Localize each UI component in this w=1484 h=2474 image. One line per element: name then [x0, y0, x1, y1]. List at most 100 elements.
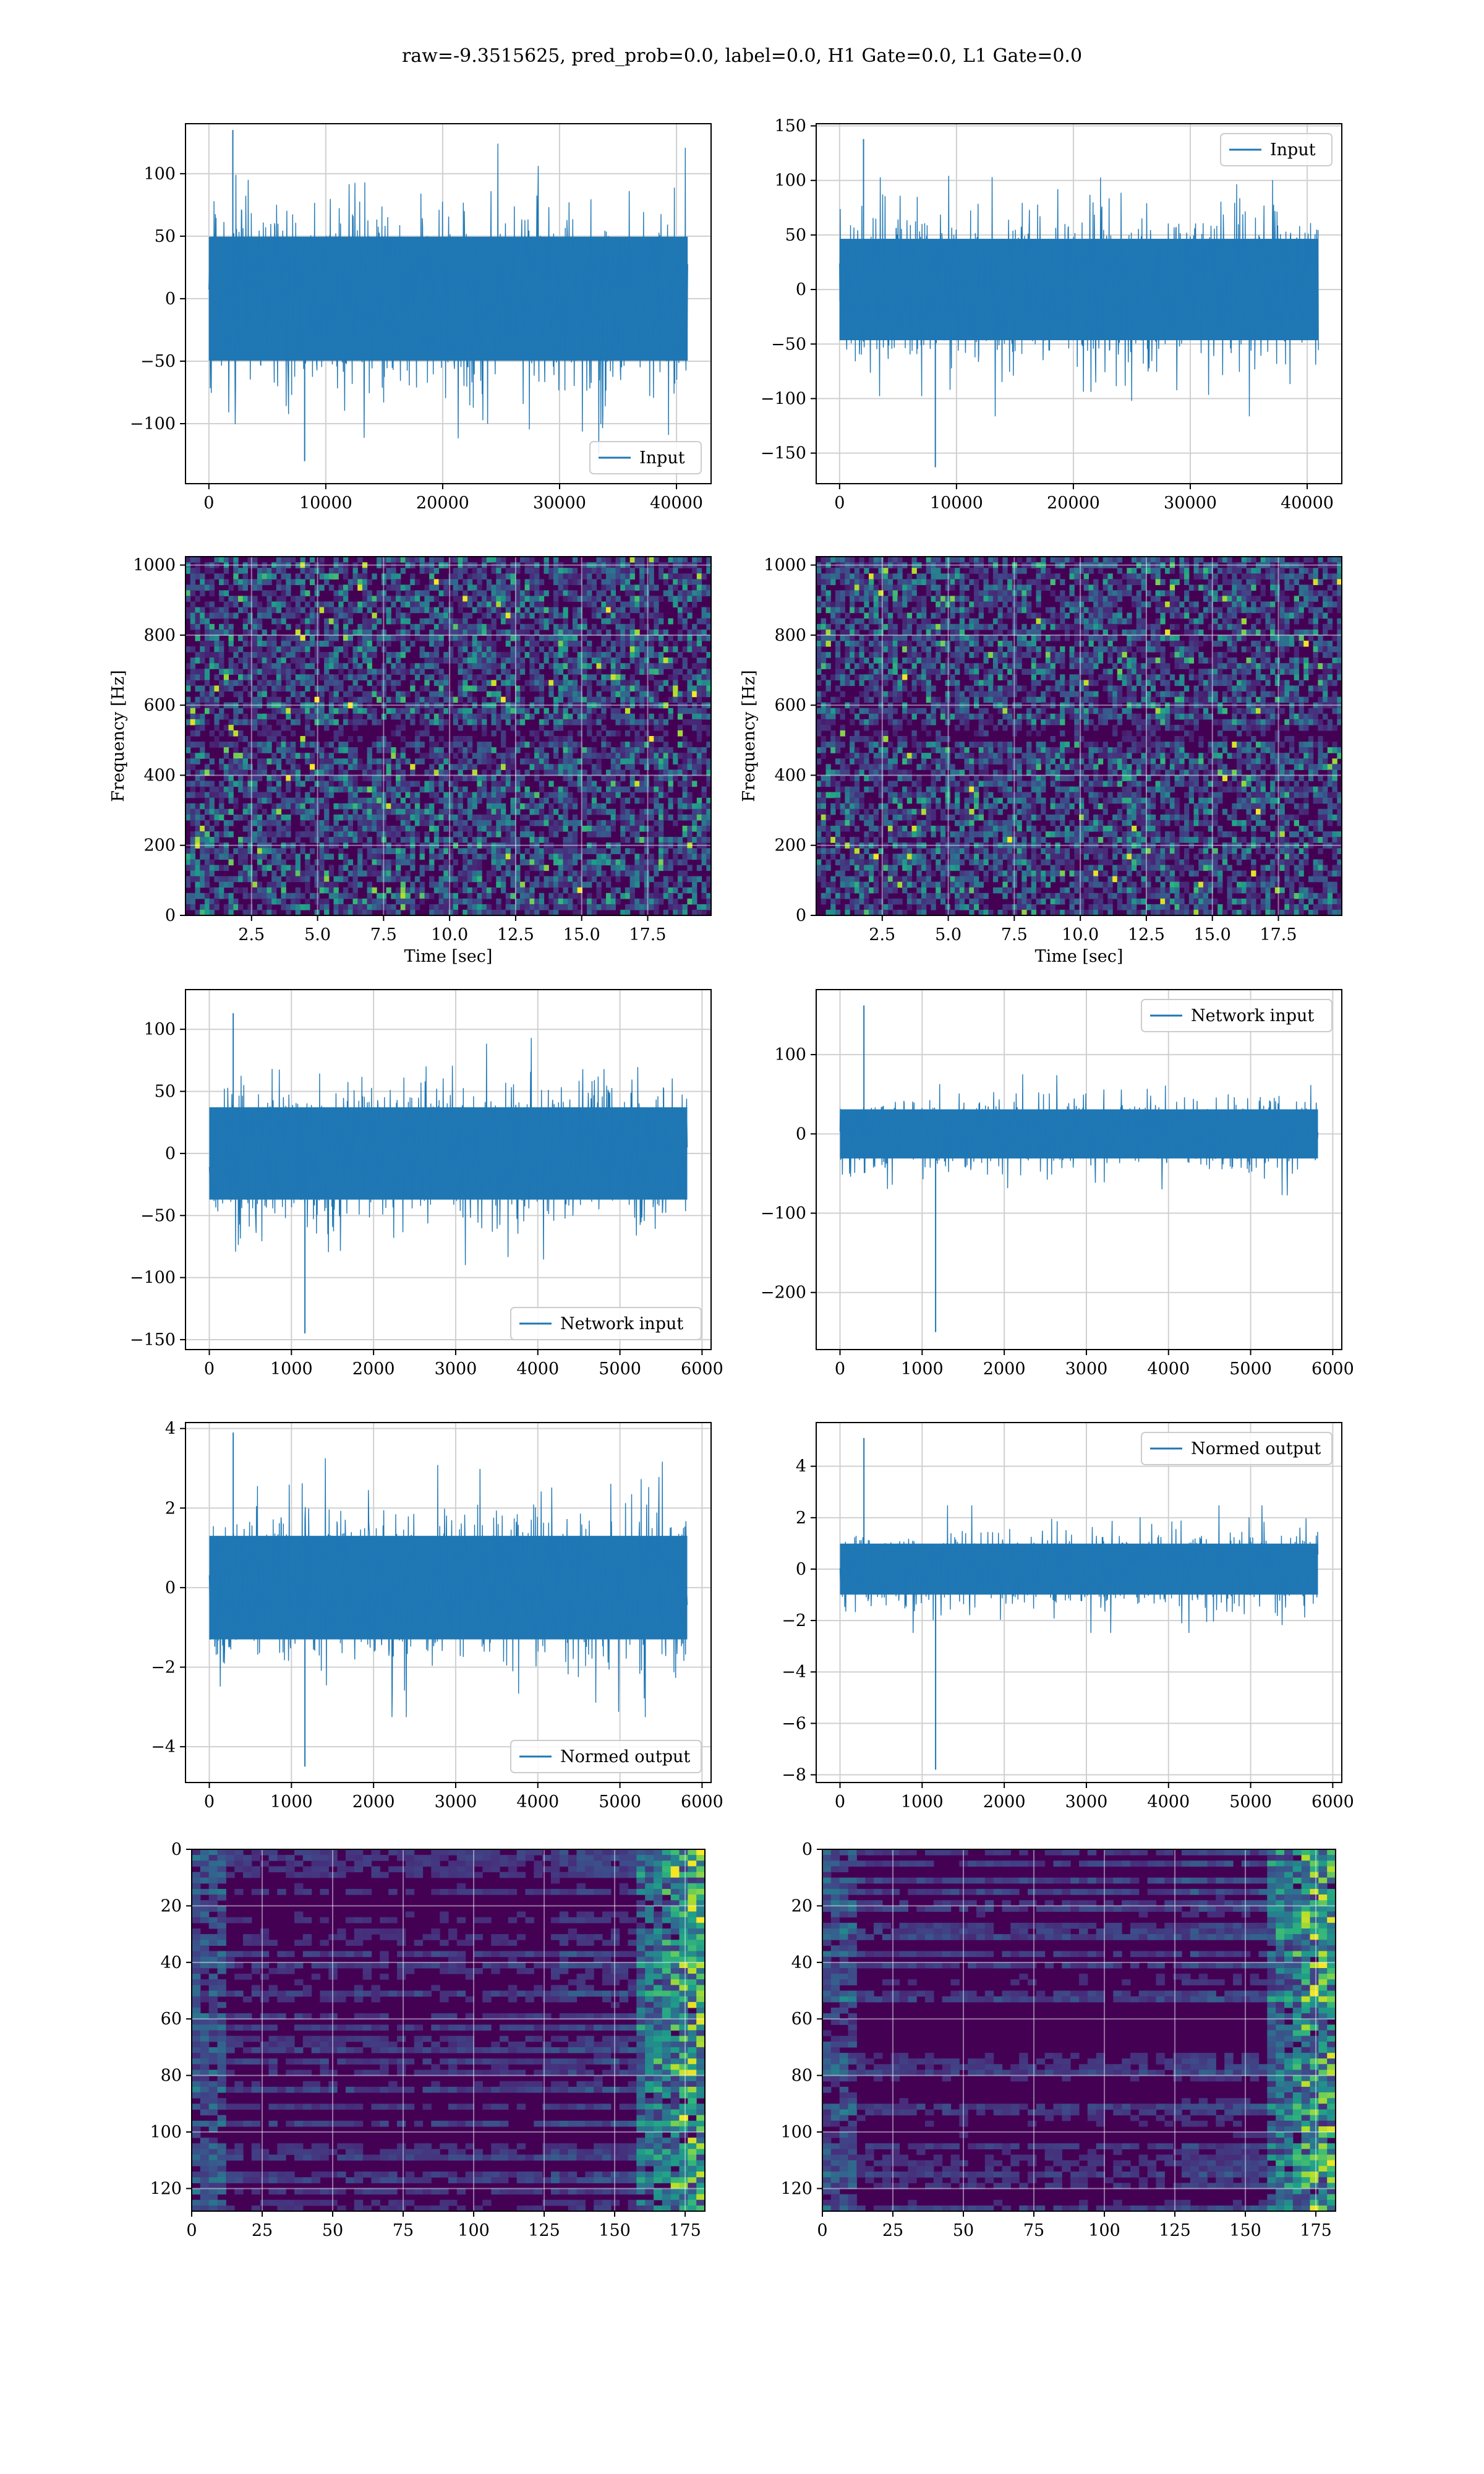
spectrogram-cell [515, 769, 521, 776]
spectrogram-cell [572, 870, 578, 877]
spectrogram-cell [400, 663, 406, 669]
spectrogram-cell [386, 747, 391, 753]
spectrogram-cell [300, 607, 305, 614]
spectrogram-cell [629, 584, 635, 591]
spectrogram-cell [252, 909, 258, 916]
spectrogram-cell [534, 674, 540, 680]
spectrogram-cell [219, 652, 224, 658]
spectrogram-cell [515, 808, 521, 815]
spectrogram-cell [257, 685, 263, 692]
spectrogram-cell [400, 797, 406, 804]
spectrogram-cell [257, 797, 263, 804]
spectrogram-cell [228, 612, 234, 619]
spectrogram-cell [391, 730, 396, 737]
spectrogram-cell [429, 781, 435, 787]
spectrogram-cell [195, 713, 200, 720]
spectrogram-cell [491, 792, 497, 798]
spectrogram-cell [663, 579, 668, 585]
spectrogram-cell [654, 753, 659, 759]
spectrogram-cell [558, 769, 563, 776]
spectrogram-cell [396, 584, 401, 591]
spectrogram-cell [505, 814, 511, 821]
spectrogram-cell [553, 640, 559, 647]
spectrogram-cell [204, 691, 210, 698]
spectrogram-cell [534, 618, 540, 625]
spectrogram-cell [591, 870, 597, 877]
spectrogram-cell [262, 663, 267, 669]
spectrogram-cell [209, 898, 215, 905]
spectrogram-cell [563, 859, 568, 866]
spectrogram-cell [343, 568, 349, 574]
spectrogram-cell [352, 892, 358, 899]
spectrogram-cell [577, 742, 582, 748]
spectrogram-cell [482, 623, 487, 630]
spectrogram-cell [286, 909, 291, 916]
spectrogram-cell [519, 892, 526, 899]
spectrogram-cell [429, 629, 435, 636]
spectrogram-cell [696, 904, 702, 910]
spectrogram-cell [950, 573, 955, 580]
spectrogram-cell [510, 820, 516, 826]
spectrogram-cell [257, 758, 263, 764]
spectrogram-cell [348, 797, 353, 804]
spectrogram-cell [634, 601, 640, 608]
spectrogram-cell [338, 876, 344, 883]
spectrogram-cell [1337, 568, 1342, 574]
spectrogram-cell [467, 831, 473, 837]
spectrogram-cell [529, 854, 535, 860]
spectrogram-cell [286, 674, 291, 680]
spectrogram-cell [186, 607, 191, 614]
spectrogram-cell [400, 881, 406, 888]
spectrogram-cell [219, 854, 224, 860]
spectrogram-cell [524, 786, 530, 793]
spectrogram-cell [424, 808, 430, 815]
spectrogram-cell [348, 892, 353, 899]
spectrogram-cell [204, 820, 210, 826]
spectrogram-cell [419, 898, 425, 905]
spectrogram-cell [443, 674, 449, 680]
spectrogram-cell [314, 797, 320, 804]
spectrogram-cell [558, 848, 563, 854]
spectrogram-cell [706, 854, 712, 860]
spectrogram-cell [572, 607, 578, 614]
spectrogram-cell [443, 797, 449, 804]
spectrogram-cell [309, 708, 315, 714]
spectrogram-cell [577, 758, 582, 764]
spectrogram-cell [267, 797, 272, 804]
spectrogram-cell [601, 685, 607, 692]
spectrogram-cell [654, 607, 659, 614]
spectrogram-cell [482, 887, 487, 894]
spectrogram-cell [659, 892, 664, 899]
spectrogram-cell [840, 568, 845, 574]
spectrogram-cell [1184, 573, 1190, 580]
spectrogram-cell [696, 680, 702, 687]
spectrogram-cell [701, 904, 707, 910]
spectrogram-cell [701, 713, 707, 720]
spectrogram-cell [654, 898, 659, 905]
spectrogram-cell [200, 892, 205, 899]
spectrogram-cell [190, 646, 195, 653]
spectrogram-cell [663, 742, 668, 748]
spectrogram-cell [482, 657, 487, 664]
spectrogram-cell [596, 764, 602, 770]
spectrogram-cell [601, 742, 607, 748]
spectrogram-cell [463, 680, 468, 687]
spectrogram-cell [519, 623, 526, 630]
spectrogram-cell [367, 680, 372, 687]
spectrogram-cell [242, 808, 248, 815]
spectrogram-cell [348, 758, 353, 764]
spectrogram-cell [486, 758, 492, 764]
spectrogram-cell [524, 612, 530, 619]
spectrogram-cell [606, 854, 612, 860]
spectrogram-cell [582, 646, 587, 653]
spectrogram-cell [572, 892, 578, 899]
spectrogram-cell [558, 736, 563, 742]
spectrogram-cell [587, 842, 592, 849]
spectrogram-cell [663, 854, 668, 860]
spectrogram-cell [405, 708, 411, 714]
spectrogram-cell [314, 612, 320, 619]
spectrogram-cell [405, 590, 411, 597]
spectrogram-cell [348, 607, 353, 614]
spectrogram-cell [328, 758, 335, 764]
spectrogram-cell [606, 573, 612, 580]
